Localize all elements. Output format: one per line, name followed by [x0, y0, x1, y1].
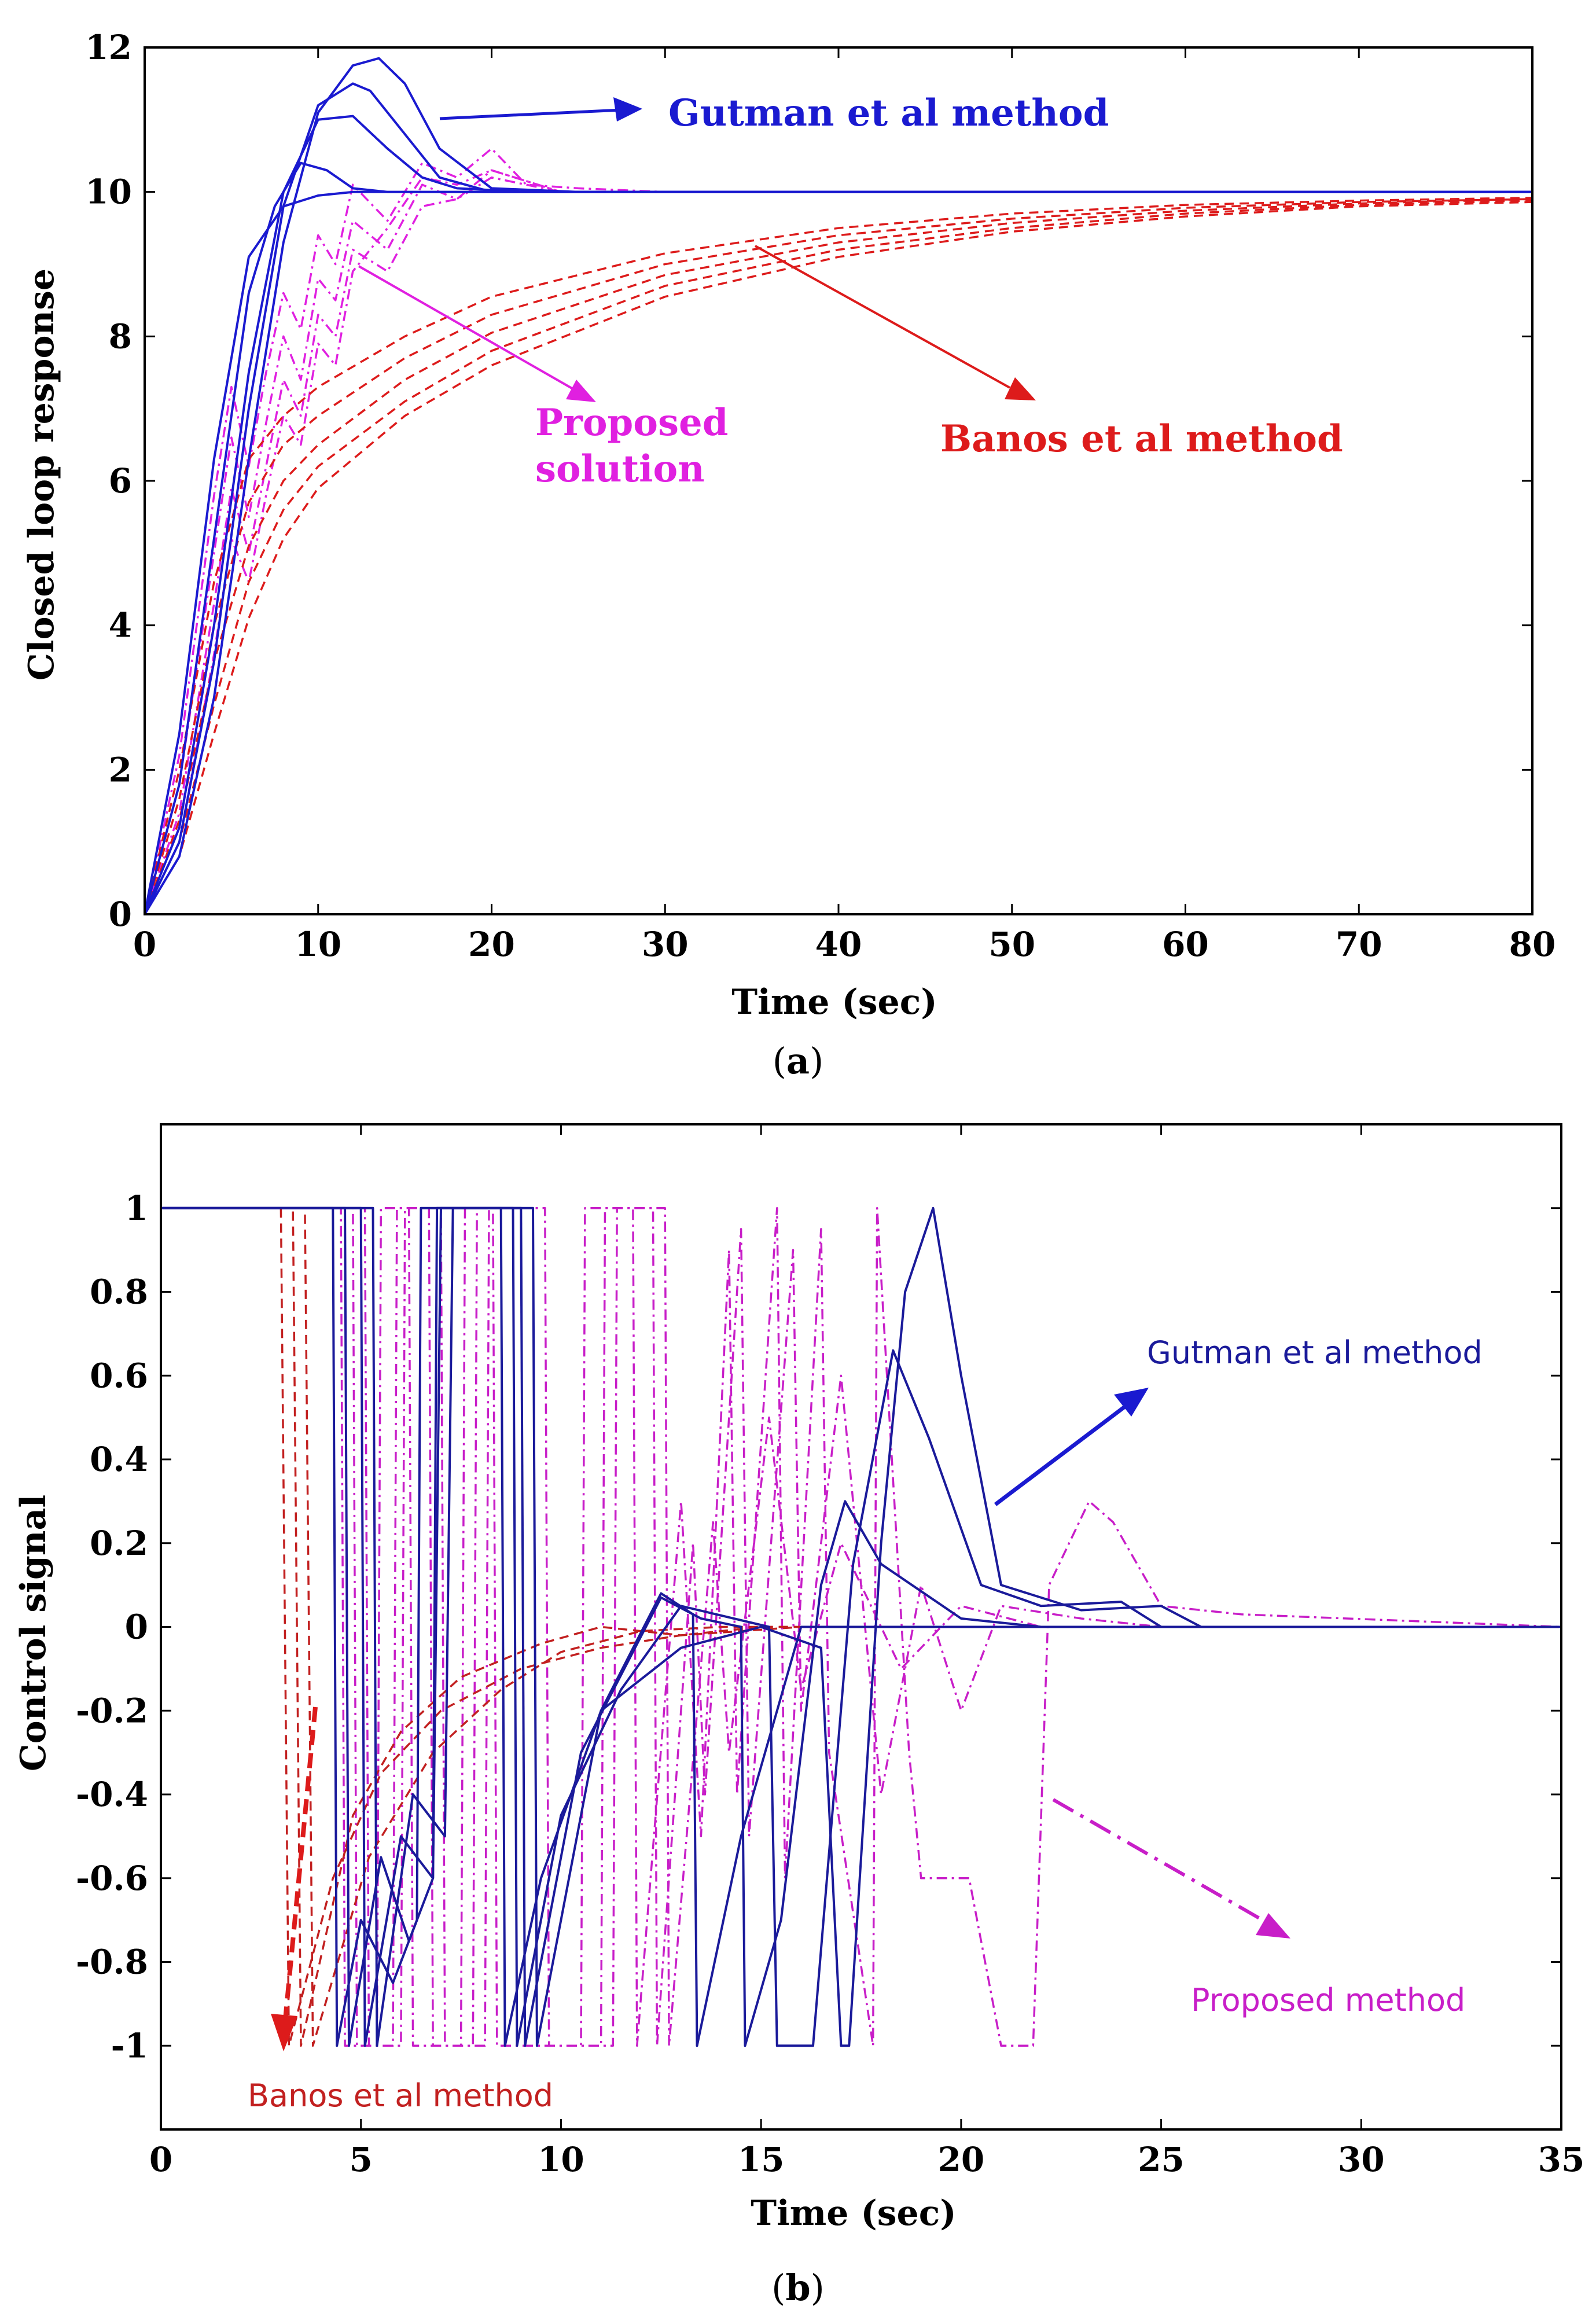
a-series-banos-et-al-method [145, 196, 1532, 914]
a-xtick-label: 80 [1509, 925, 1556, 964]
panel-b-ylabel: Control signal [13, 1495, 54, 1771]
a-ytick-label: 6 [109, 461, 132, 501]
a-ytick-label: 12 [85, 28, 132, 67]
panel-a-ticks: 0 10 20 30 40 50 60 70 80 0 2 4 6 8 10 12 [85, 28, 1555, 964]
a-ytick-label: 0 [109, 895, 132, 934]
panel-b-banos-arrowhead [271, 2014, 297, 2051]
panel-a-proposed-annotation: Proposed solution [358, 265, 728, 491]
b-ytick-label: 0.8 [90, 1272, 148, 1312]
b-xtick-label: 35 [1538, 2140, 1585, 2179]
a-ytick-label: 2 [109, 750, 132, 789]
a-ytick-label: 4 [109, 606, 132, 645]
a-xtick-label: 50 [988, 925, 1035, 964]
b-ytick-label: 0 [125, 1608, 148, 1647]
a-series-gutman-et-al-method [145, 82, 1532, 914]
panel-a-gutman-arrow [439, 108, 623, 120]
b-ytick-label: 0.6 [90, 1356, 148, 1395]
panel-b-proposed-annotation: Proposed method [1052, 1798, 1465, 2018]
panel-b-gutman-annotation: Gutman et al method [994, 1334, 1483, 1506]
a-series-proposed-solution [145, 169, 1532, 914]
a-xtick-label: 70 [1336, 925, 1382, 964]
b-ytick-label: -0.6 [76, 1859, 148, 1898]
b-ytick-label: 0.4 [90, 1440, 148, 1479]
panel-a-banos-arrow [755, 245, 1010, 389]
b-ytick-label: -0.4 [76, 1775, 148, 1814]
a-xtick-label: 30 [642, 925, 689, 964]
a-xtick-label: 60 [1162, 925, 1209, 964]
panel-a: 0 10 20 30 40 50 60 70 80 0 2 4 6 8 10 12 Time (sec) Cl… [21, 28, 1555, 1082]
b-series-gutman-et-al-method [161, 1207, 1561, 2047]
panel-a-ylabel: Closed loop response [21, 268, 62, 681]
panel-b-caption: (b) [771, 2267, 825, 2309]
b-xtick-label: 20 [937, 2140, 984, 2179]
panel-b-caption-letter: b [785, 2267, 810, 2309]
a-series-banos-et-al-method [145, 198, 1532, 914]
b-ytick-label: 1 [125, 1189, 148, 1228]
panel-a-banos-label: Banos et al method [940, 417, 1343, 461]
a-series-gutman-et-al-method [145, 115, 1532, 914]
panel-a-gutman-label: Gutman et al method [668, 91, 1109, 135]
panel-a-banos-annotation: Banos et al method [755, 245, 1343, 461]
panel-b-banos-arrow [283, 1706, 318, 2020]
panel-a-proposed-label-2: solution [535, 447, 705, 491]
a-xtick-label: 0 [133, 925, 156, 964]
b-xtick-label: 30 [1338, 2140, 1385, 2179]
panel-b-ticks: 0 5 10 15 20 25 30 35 1 0.8 0.6 0.4 0.2 0 -0.2 -0.4 -0.6… [76, 1124, 1584, 2179]
b-xtick-label: 0 [149, 2140, 172, 2179]
panel-a-caption: (a) [773, 1040, 824, 1082]
panel-a-gutman-arrowhead [613, 97, 642, 122]
b-series-gutman-et-al-method [161, 1207, 1561, 2047]
panel-b-gutman-label: Gutman et al method [1147, 1334, 1483, 1371]
a-series-proposed-solution [145, 148, 1532, 914]
a-series-gutman-et-al-method [145, 190, 1532, 914]
panel-a-proposed-label-1: Proposed [535, 401, 728, 444]
panel-a-frame [144, 46, 1534, 915]
panel-b-banos-label: Banos et al method [248, 2077, 553, 2114]
b-ytick-label: 0.2 [90, 1524, 148, 1563]
a-series-proposed-solution [145, 169, 1532, 914]
b-ytick-label: -0.2 [76, 1691, 148, 1730]
a-series-banos-et-al-method [145, 199, 1532, 914]
panel-b-gutman-arrow [994, 1404, 1127, 1506]
panel-a-proposed-arrow [358, 265, 573, 390]
a-xtick-label: 10 [295, 925, 341, 964]
panel-b-proposed-arrow [1052, 1798, 1266, 1923]
b-xtick-label: 15 [738, 2140, 785, 2179]
panel-b: 0 5 10 15 20 25 30 35 1 0.8 0.6 0.4 0.2 0 -0.2 -0.4 -0.6… [13, 1123, 1584, 2309]
a-series-banos-et-al-method [145, 201, 1532, 914]
panel-a-gutman-annotation: Gutman et al method [439, 91, 1109, 135]
panel-b-gutman-arrowhead [1114, 1388, 1149, 1417]
panel-b-proposed-arrowhead [1256, 1913, 1290, 1939]
panel-b-proposed-label: Proposed method [1191, 1982, 1465, 2018]
panel-a-caption-letter: a [786, 1040, 810, 1082]
panel-b-banos-annotation: Banos et al method [248, 1706, 553, 2114]
panel-a-xlabel: Time (sec) [731, 982, 937, 1022]
b-ytick-label: -1 [111, 2026, 148, 2065]
a-ytick-label: 8 [109, 317, 132, 356]
a-series-proposed-solution [145, 176, 1532, 914]
b-xtick-label: 25 [1138, 2140, 1185, 2179]
a-xtick-label: 20 [468, 925, 515, 964]
b-ytick-label: -0.8 [76, 1943, 148, 1982]
panel-b-frame [160, 1123, 1562, 2131]
a-series-banos-et-al-method [145, 198, 1532, 914]
b-series-proposed-method [161, 1207, 1561, 2047]
panel-b-series [161, 1207, 1561, 2047]
a-ytick-label: 10 [85, 172, 132, 212]
b-series-proposed-method [161, 1207, 1561, 2047]
panel-a-series [145, 57, 1532, 914]
panel-a-proposed-arrowhead [566, 380, 596, 402]
b-series-banos-et-al-method [161, 1207, 1561, 2047]
b-xtick-label: 5 [350, 2140, 373, 2179]
a-xtick-label: 40 [815, 925, 862, 964]
b-xtick-label: 10 [538, 2140, 584, 2179]
panel-a-banos-arrowhead [1005, 377, 1036, 400]
panel-b-xlabel: Time (sec) [751, 2193, 956, 2234]
